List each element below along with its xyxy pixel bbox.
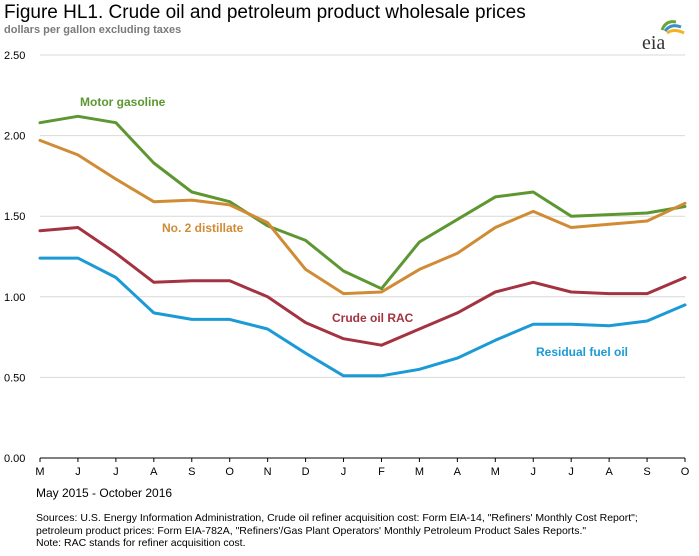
y-tick-label: 1.50	[4, 211, 25, 223]
series-label-residual-fuel-oil: Residual fuel oil	[536, 345, 628, 359]
sources-notes: Sources: U.S. Energy Information Adminis…	[36, 512, 638, 550]
x-tick-label: A	[605, 466, 613, 478]
x-tick-label: J	[75, 466, 81, 478]
series-label-no-2-distillate: No. 2 distillate	[162, 221, 244, 235]
x-tick-label: M	[415, 466, 424, 478]
x-tick-label: M	[35, 466, 44, 478]
series-label-crude-oil-rac: Crude oil RAC	[332, 311, 414, 325]
chart-title: Figure HL1. Crude oil and petroleum prod…	[4, 2, 526, 23]
series-line-no-2-distillate	[38, 138, 687, 296]
eia-logo: eia	[640, 18, 690, 54]
x-tick-label: J	[113, 466, 119, 478]
x-tick-label: J	[568, 466, 574, 478]
line-chart: 0.00 0.50 1.00 1.50 2.00 2.50 M J J A S O N D J F M A M J J A…	[4, 50, 690, 478]
x-tick-label: O	[225, 466, 234, 478]
sources-line-2: petroleum product prices: Form EIA-782A,…	[36, 524, 587, 537]
gridlines	[40, 54, 685, 378]
x-tick-label: O	[681, 466, 690, 478]
x-tick-label: J	[341, 466, 347, 478]
eia-logo-text: eia	[642, 32, 666, 54]
eia-logo-icon	[660, 20, 685, 35]
series-lines	[38, 114, 687, 378]
x-tick-label: D	[302, 466, 310, 478]
x-tick-label: J	[530, 466, 536, 478]
x-tick-label: F	[378, 466, 385, 478]
series-line-residual-fuel-oil	[38, 256, 687, 378]
x-tick-label: A	[454, 466, 462, 478]
x-tick-label: M	[491, 466, 500, 478]
x-tick-label: S	[643, 466, 650, 478]
sources-line-1: Sources: U.S. Energy Information Adminis…	[36, 512, 638, 524]
y-tick-label: 1.00	[4, 292, 25, 304]
note-line: Note: RAC stands for refiner acquisition…	[36, 537, 246, 549]
chart-subtitle: dollars per gallon excluding taxes	[4, 24, 182, 36]
y-tick-label: 0.00	[4, 453, 25, 465]
x-tick-label: S	[188, 466, 195, 478]
x-tick-label: N	[264, 466, 272, 478]
date-range-label: May 2015 - October 2016	[36, 486, 173, 500]
y-tick-label: 2.00	[4, 131, 25, 143]
y-tick-label: 0.50	[4, 372, 25, 384]
axes: 0.00 0.50 1.00 1.50 2.00 2.50 M J J A S O N D J F M A M J J A…	[4, 50, 690, 478]
series-label-motor-gasoline: Motor gasoline	[80, 95, 166, 109]
series-labels: Motor gasoline No. 2 distillate Crude oil …	[80, 95, 628, 359]
y-tick-label: 2.50	[4, 50, 25, 62]
series-line-motor-gasoline	[38, 114, 687, 291]
series-line-crude-oil-rac	[38, 226, 687, 347]
x-tick-label: A	[150, 466, 158, 478]
